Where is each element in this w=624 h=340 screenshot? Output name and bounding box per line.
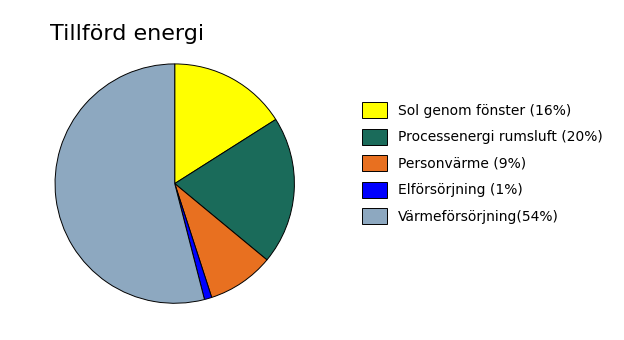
Wedge shape — [175, 184, 212, 300]
Wedge shape — [175, 64, 276, 184]
Legend: Sol genom fönster (16%), Processenergi rumsluft (20%), Personvärme (9%), Elförsö: Sol genom fönster (16%), Processenergi r… — [356, 97, 608, 230]
Text: Tillförd energi: Tillförd energi — [50, 24, 204, 44]
Wedge shape — [175, 184, 267, 298]
Wedge shape — [55, 64, 205, 303]
Wedge shape — [175, 119, 295, 260]
